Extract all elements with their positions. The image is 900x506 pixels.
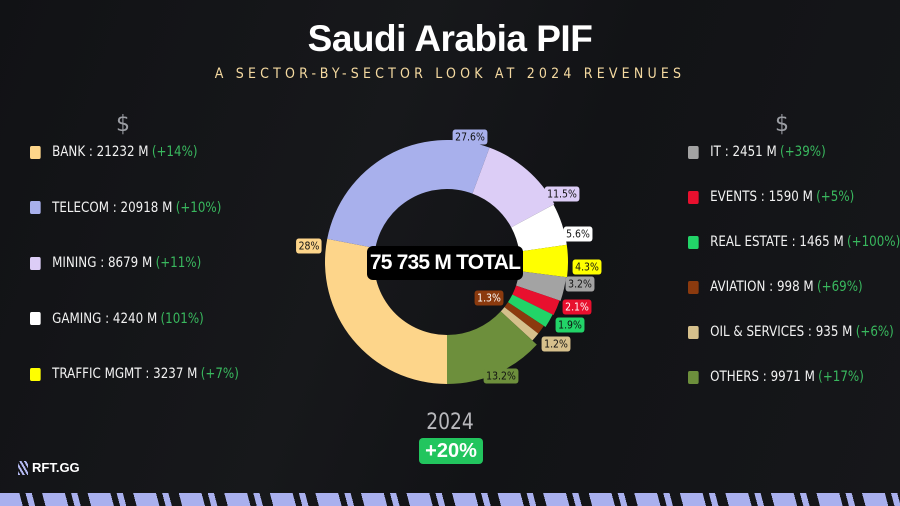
legend-swatch [688,325,699,339]
donut-slice-bank [325,238,447,384]
legend-change: (+7%) [200,366,239,382]
legend-item: GAMING : 4240 M (101%) [30,311,204,327]
legend-item: MINING : 8679 M (+11%) [30,255,201,271]
donut-slice-mining [472,147,555,228]
donut-slice-telecom [327,140,490,249]
percent-label: 1.3% [474,290,504,306]
legend-label: MINING : 8679 M [52,255,153,271]
legend-swatch [30,312,41,325]
percent-label: 1.2% [541,336,571,352]
legend-label: TELECOM : 20918 M [52,199,173,216]
legend-swatch [688,235,699,249]
percent-label: 27.6% [452,129,488,145]
legend-swatch [688,370,699,384]
donut-slice-gaming [511,204,567,252]
legend-swatch [30,201,41,214]
year-label: 2024 [426,410,474,435]
donut-slice-real-estate [507,294,553,327]
legend-change: (+39%) [780,144,826,160]
legend-change: (+17%) [818,369,864,385]
decorative-stripes [0,493,900,506]
legend-item: REAL ESTATE : 1465 M (+100%) [688,234,900,250]
legend-item: EVENTS : 1590 M (+5%) [688,189,854,205]
legend-label: EVENTS : 1590 M [710,189,813,205]
donut-slice-aviation [504,302,544,334]
legend-change: (+5%) [816,189,855,205]
legend-change: (+6%) [855,324,894,340]
page-title: Saudi Arabia PIF [307,18,593,59]
page-subtitle: A SECTOR-BY-SECTOR LOOK AT 2024 REVENUES [214,66,686,82]
percent-label: 13.2% [483,368,519,384]
legend-label: REAL ESTATE : 1465 M [710,234,844,250]
legend-label: OTHERS : 9971 M [710,369,815,385]
donut-slice-others [447,311,537,384]
donut-slice-it [516,271,567,301]
legend-label: TRAFFIC MGMT : 3237 M [52,366,198,382]
legend-item: AVIATION : 998 M (+69%) [688,279,863,295]
legend-change: (+11%) [155,255,202,271]
legend-item: IT : 2451 M (+39%) [688,144,826,160]
currency-symbol-left: $ [116,112,130,137]
legend-swatch [30,145,41,159]
percent-label: 1.9% [555,317,585,333]
legend-change: (+10%) [175,199,222,216]
legend-change: (+100%) [846,234,900,250]
legend-item: TRAFFIC MGMT : 3237 M (+7%) [30,366,239,382]
legend-label: AVIATION : 998 M [710,279,814,295]
legend-change: (101%) [160,310,204,327]
legend-item: TELECOM : 20918 M (+10%) [30,200,221,216]
legend-swatch [30,256,41,270]
legend-label: GAMING : 4240 M [52,310,158,327]
percent-label: 28% [296,238,322,254]
legend-change: (+69%) [816,279,863,295]
percent-label: 2.1% [562,299,592,315]
percent-label: 4.3% [572,259,602,275]
legend-item: OIL & SERVICES : 935 M (+6%) [688,324,894,340]
currency-symbol-right: $ [775,112,789,137]
brand-logo: RFT.GG [18,460,80,475]
percent-label: 11.5% [544,186,580,202]
percent-label: 3.2% [565,276,595,292]
legend-swatch [688,280,699,294]
legend-change: (+14%) [151,144,198,160]
legend-swatch [688,190,699,204]
legend-swatch [30,367,41,381]
legend-item: BANK : 21232 M (+14%) [30,144,198,160]
legend-label: BANK : 21232 M [52,144,149,160]
logo-icon [18,460,28,475]
donut-slice-traffic-mgmt [519,244,568,278]
growth-badge: +20% [419,438,483,464]
donut-slice-events [512,285,560,315]
legend-label: IT : 2451 M [710,144,777,160]
brand-name: RFT.GG [32,460,80,475]
legend-item: OTHERS : 9971 M (+17%) [688,369,864,385]
legend-swatch [688,145,699,159]
legend-label: OIL & SERVICES : 935 M [710,324,853,340]
donut-slice-oil-services [500,307,539,341]
total-label: 75 735 M TOTAL [367,246,523,280]
percent-label: 5.6% [563,226,593,242]
